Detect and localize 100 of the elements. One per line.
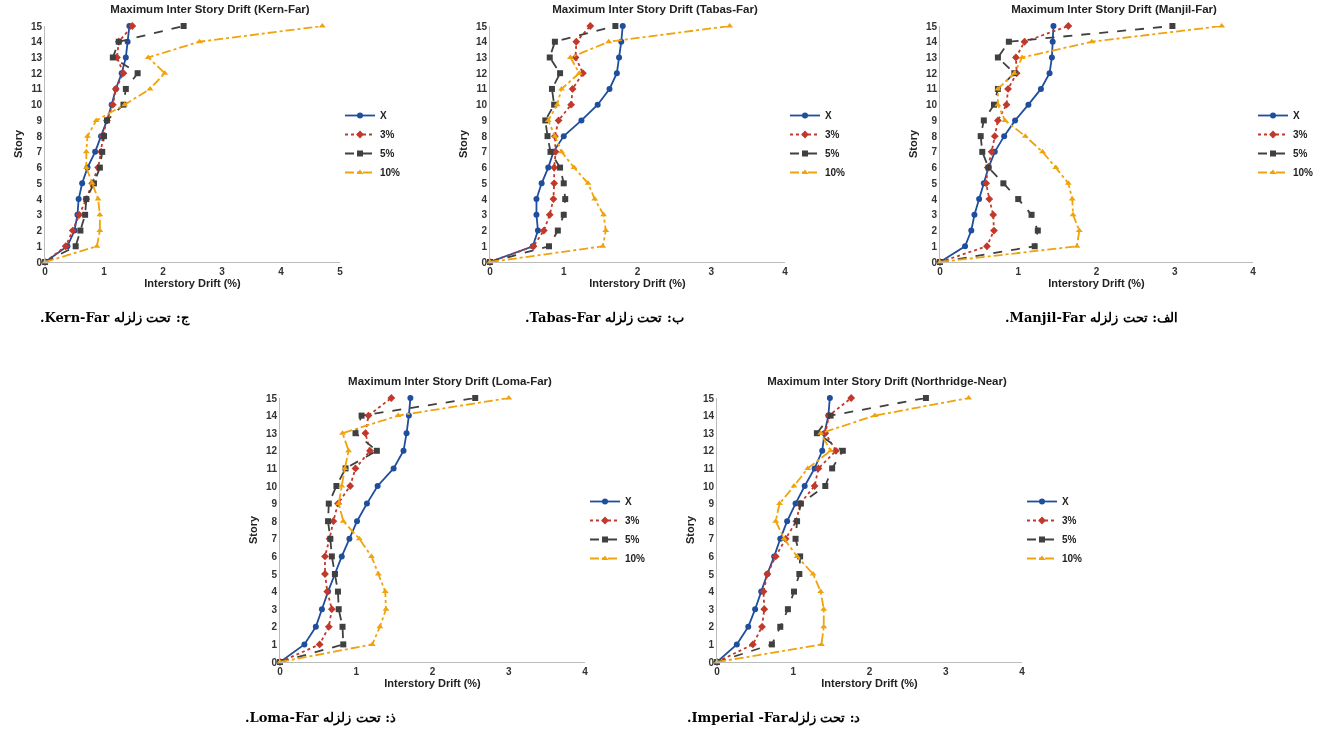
text: د: تحت زلزلهImperial -Far. <box>687 710 861 725</box>
legend-label: 5% <box>1062 534 1077 546</box>
y-tick-label: 14 <box>265 410 278 422</box>
y-tick-label: 15 <box>475 20 488 32</box>
y-tick-label: 3 <box>481 209 488 221</box>
y-tick-label: 0 <box>36 256 43 268</box>
y-tick-label: 12 <box>475 67 488 79</box>
legend-label: 10% <box>625 553 646 565</box>
y-axis-title: Story <box>246 515 259 545</box>
legend-label: X <box>825 110 832 122</box>
y-tick-label: 5 <box>481 177 488 189</box>
x-axis-title: Interstory Drift (%) <box>144 277 242 289</box>
x-axis-title: Interstory Drift (%) <box>589 277 687 289</box>
y-tick-label: 0 <box>708 656 715 668</box>
y-tick-label: 12 <box>265 445 278 457</box>
x-tick-label: 1 <box>790 666 797 677</box>
y-tick-label: 13 <box>265 427 278 439</box>
y-tick-label: 6 <box>271 550 278 562</box>
y-tick-label: 4 <box>271 586 278 598</box>
legend-label: X <box>625 496 632 508</box>
text: ب: تحت زلزله Tabas-Far. <box>525 310 684 325</box>
legend-label: 3% <box>825 129 840 141</box>
x-axis-title: Interstory Drift (%) <box>1048 277 1146 289</box>
y-tick-label: 12 <box>925 67 938 79</box>
x-tick-label: 5 <box>337 266 344 277</box>
y-axis-title: Story <box>11 129 24 159</box>
legend-label: 3% <box>1293 129 1308 141</box>
chart-title: Maximum Inter Story Drift (Kern-Far) <box>110 2 310 15</box>
y-tick-label: 13 <box>702 427 715 439</box>
y-tick-label: 0 <box>481 256 488 268</box>
y-tick-label: 10 <box>925 99 938 111</box>
y-tick-label: 14 <box>925 36 938 48</box>
x-tick-label: 3 <box>505 666 512 677</box>
y-tick-label: 4 <box>481 193 488 205</box>
y-tick-label: 5 <box>271 568 278 580</box>
y-tick-label: 10 <box>265 480 278 492</box>
y-tick-label: 9 <box>931 114 938 126</box>
legend-label: 3% <box>1062 515 1077 527</box>
legend-label: X <box>1062 496 1069 508</box>
y-tick-label: 11 <box>31 83 43 95</box>
y-tick-label: 5 <box>36 177 43 189</box>
y-tick-label: 2 <box>931 225 938 237</box>
chart-title: Maximum Inter Story Drift (Loma-Far) <box>348 374 553 387</box>
y-tick-label: 5 <box>931 177 938 189</box>
y-tick-label: 13 <box>30 51 43 63</box>
y-tick-label: 15 <box>702 392 715 404</box>
y-tick-label: 11 <box>476 83 488 95</box>
y-tick-label: 7 <box>36 146 43 158</box>
y-tick-label: 8 <box>931 130 938 142</box>
y-tick-label: 9 <box>271 498 278 510</box>
legend-label: 10% <box>1293 167 1314 179</box>
y-tick-label: 12 <box>30 67 43 79</box>
y-tick-label: 6 <box>481 162 488 174</box>
chart-title: Maximum Inter Story Drift (Northridge-Near) <box>767 374 1007 387</box>
x-tick-label: 2 <box>866 666 873 677</box>
y-tick-label: 10 <box>702 480 715 492</box>
y-tick-label: 0 <box>271 656 278 668</box>
x-tick-label: 3 <box>219 266 226 277</box>
x-tick-label: 1 <box>101 266 108 277</box>
text: ذ: تحت زلزله Loma-Far. <box>245 710 397 725</box>
x-tick-label: 1 <box>560 266 567 277</box>
y-tick-label: 15 <box>925 20 938 32</box>
y-tick-label: 7 <box>931 146 938 158</box>
legend-label: 5% <box>625 534 640 546</box>
x-tick-label: 1 <box>1015 266 1022 277</box>
legend-label: 5% <box>825 148 840 160</box>
chart-title: Maximum Inter Story Drift (Tabas-Far) <box>552 2 758 15</box>
y-tick-label: 3 <box>271 603 278 615</box>
y-tick-label: 2 <box>36 225 43 237</box>
y-tick-label: 2 <box>481 225 488 237</box>
y-tick-label: 1 <box>708 638 715 650</box>
y-tick-label: 0 <box>931 256 938 268</box>
chart-title: Maximum Inter Story Drift (Manjil-Far) <box>1011 2 1218 15</box>
y-tick-label: 1 <box>36 240 43 252</box>
y-tick-label: 4 <box>931 193 938 205</box>
y-axis-title: Story <box>683 515 696 545</box>
x-tick-label: 3 <box>942 666 949 677</box>
y-tick-label: 2 <box>708 621 715 633</box>
y-tick-label: 13 <box>925 51 938 63</box>
y-tick-label: 4 <box>708 586 715 598</box>
x-tick-label: 4 <box>782 266 789 277</box>
y-tick-label: 3 <box>36 209 43 221</box>
legend-label: X <box>380 110 387 122</box>
y-tick-label: 15 <box>265 392 278 404</box>
y-tick-label: 8 <box>708 515 715 527</box>
legend-label: X <box>1293 110 1300 122</box>
y-tick-label: 6 <box>36 162 43 174</box>
x-tick-label: 1 <box>353 666 360 677</box>
y-tick-label: 14 <box>30 36 43 48</box>
text: الف: تحت زلزله Manjil-Far. <box>1005 310 1178 325</box>
y-tick-label: 9 <box>708 498 715 510</box>
y-tick-label: 5 <box>708 568 715 580</box>
y-tick-label: 9 <box>481 114 488 126</box>
x-tick-label: 4 <box>1250 266 1257 277</box>
y-tick-label: 10 <box>475 99 488 111</box>
y-tick-label: 1 <box>481 240 488 252</box>
y-tick-label: 7 <box>481 146 488 158</box>
y-tick-label: 11 <box>266 462 278 474</box>
y-tick-label: 3 <box>931 209 938 221</box>
y-tick-label: 11 <box>703 462 715 474</box>
